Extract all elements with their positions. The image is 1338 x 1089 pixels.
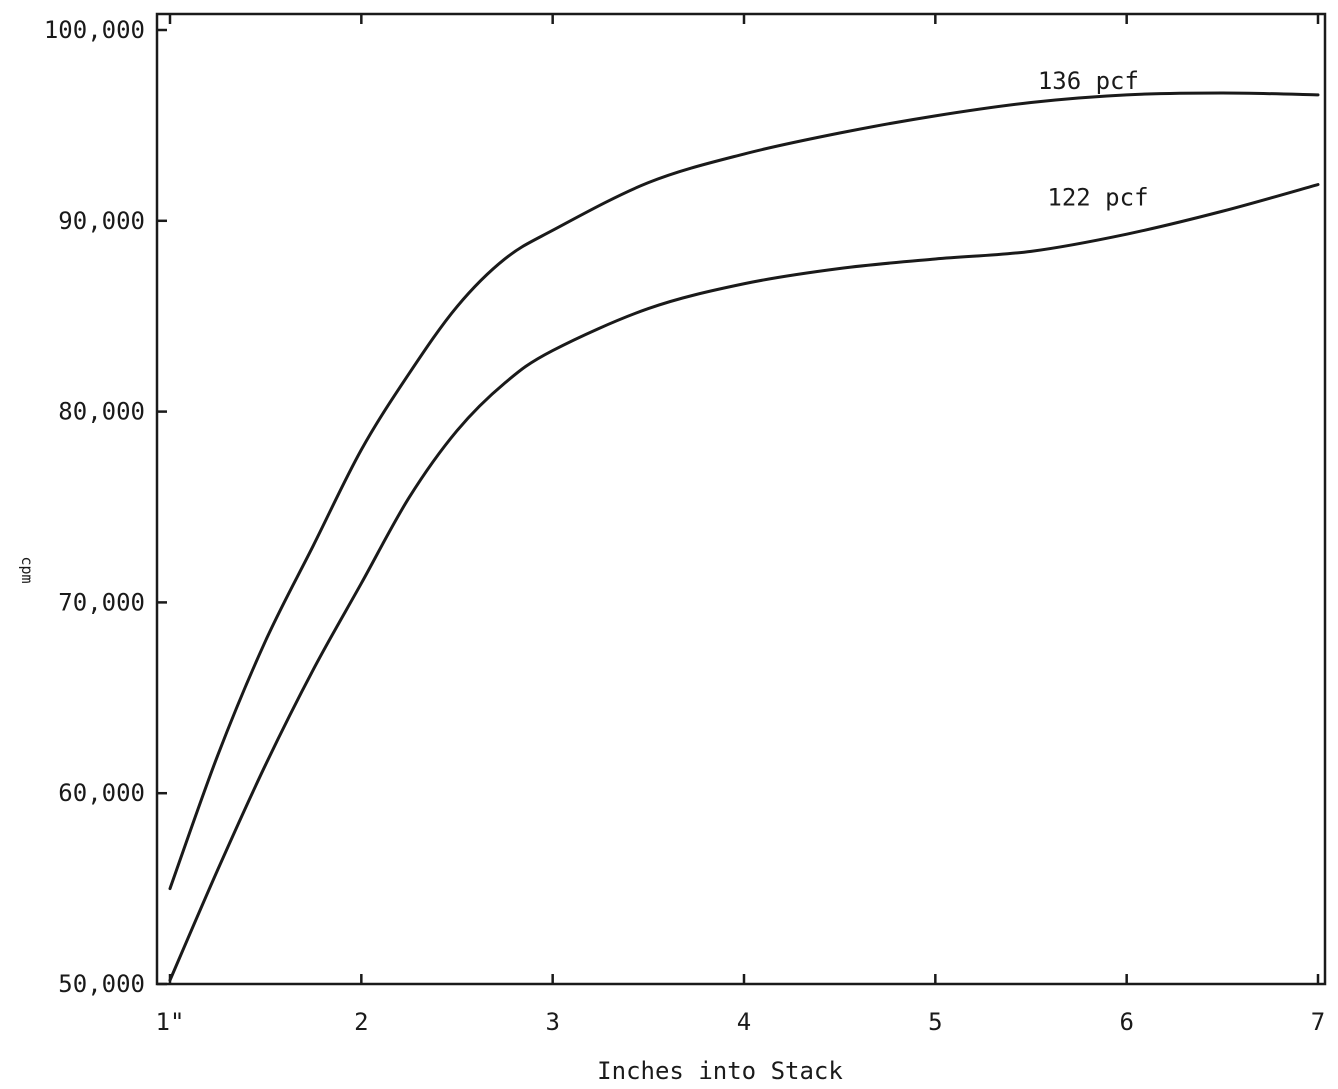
axis-ticks xyxy=(157,14,1320,986)
series-line-122-pcf xyxy=(168,183,1320,982)
x-tick-labels: 1" 2 3 4 5 6 7 xyxy=(156,1008,1326,1036)
x-tick-label: 7 xyxy=(1311,1008,1325,1036)
series-line-136-pcf xyxy=(168,91,1320,891)
y-tick-label: 80,000 xyxy=(58,398,145,426)
y-tick-labels: 50,000 60,000 70,000 80,000 90,000 100,000 xyxy=(44,16,145,998)
y-axis-title: cpm xyxy=(18,556,36,583)
x-tick-label: 2 xyxy=(354,1008,368,1036)
y-tick-label: 50,000 xyxy=(58,970,145,998)
x-axis-title: Inches into Stack xyxy=(597,1057,843,1085)
x-tick-label: 5 xyxy=(928,1008,942,1036)
series-curves xyxy=(168,91,1320,982)
x-tick-label: 3 xyxy=(545,1008,559,1036)
x-tick-label: 4 xyxy=(737,1008,751,1036)
y-tick-label: 100,000 xyxy=(44,16,145,44)
y-tick-label: 60,000 xyxy=(58,779,145,807)
series-label: 122 pcf xyxy=(1047,184,1148,212)
series-labels: 136 pcf 122 pcf xyxy=(1038,67,1149,211)
x-tick-label: 1" xyxy=(156,1008,185,1036)
y-tick-label: 70,000 xyxy=(58,588,145,616)
plot-frame xyxy=(155,12,1327,986)
series-label: 136 pcf xyxy=(1038,67,1139,95)
x-tick-label: 6 xyxy=(1119,1008,1133,1036)
y-tick-label: 90,000 xyxy=(58,207,145,235)
